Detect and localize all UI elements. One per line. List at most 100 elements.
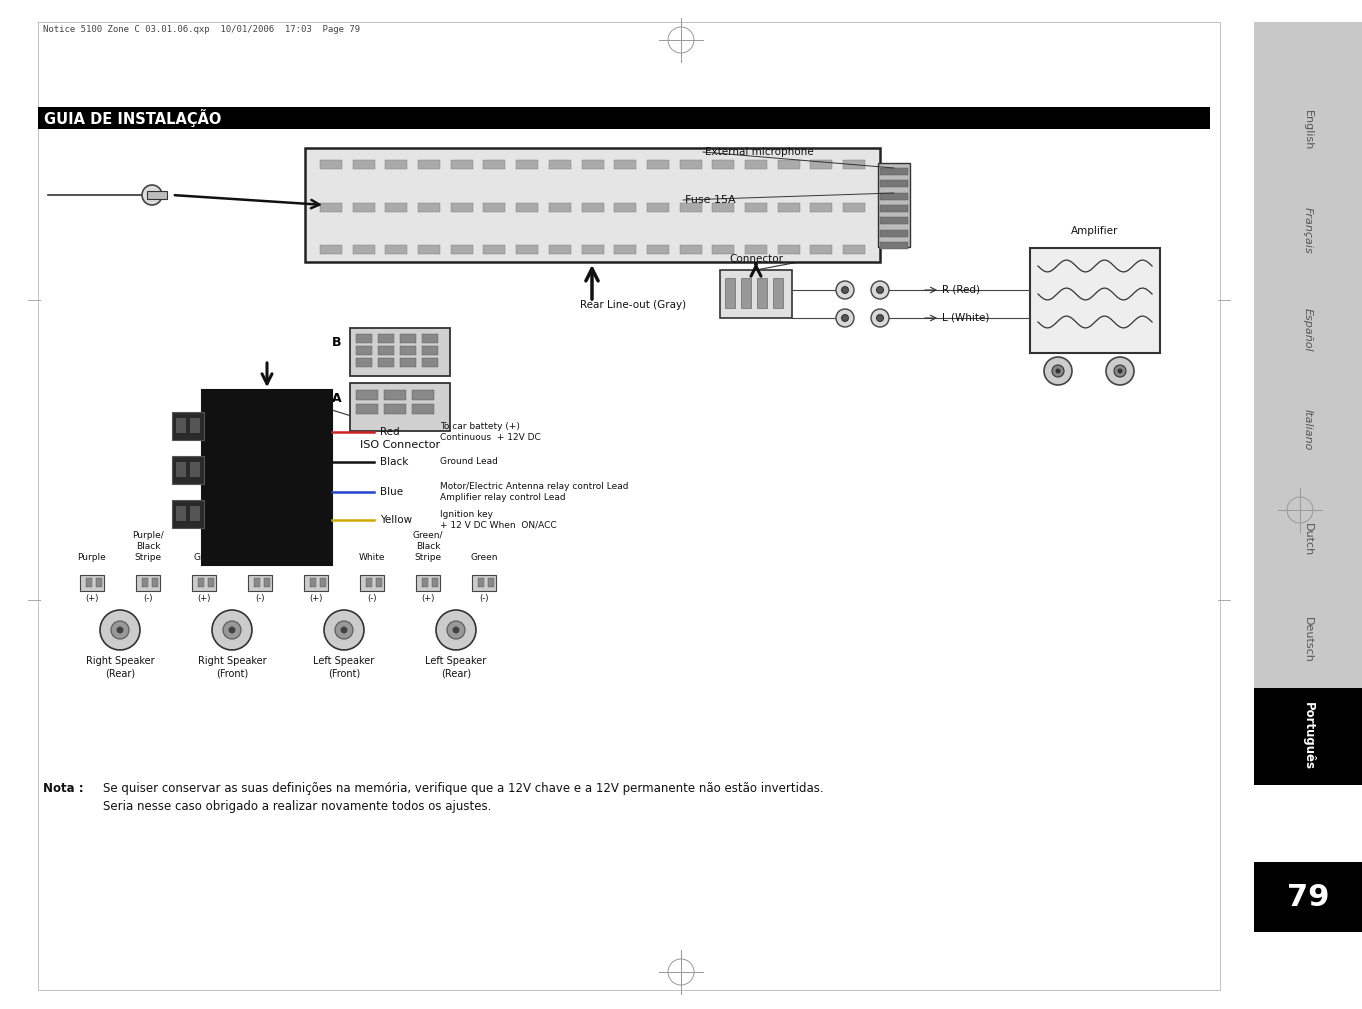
Bar	[86, 578, 93, 587]
Circle shape	[142, 185, 162, 205]
Circle shape	[872, 309, 889, 327]
Circle shape	[1045, 357, 1072, 385]
Bar	[582, 160, 603, 169]
Bar	[320, 203, 342, 212]
Bar	[582, 203, 603, 212]
Bar	[208, 578, 214, 587]
Text: B: B	[332, 336, 342, 349]
Bar	[712, 245, 734, 254]
Text: Fuse 15A: Fuse 15A	[685, 195, 735, 205]
Circle shape	[223, 621, 241, 639]
Text: Amplifier relay control Lead: Amplifier relay control Lead	[440, 493, 565, 502]
Text: Black: Black	[380, 457, 409, 467]
Bar	[191, 418, 200, 433]
Text: 79: 79	[1287, 883, 1329, 911]
Bar	[350, 383, 449, 431]
Bar	[176, 462, 187, 477]
Text: GUIA DE INSTALAÇÃO: GUIA DE INSTALAÇÃO	[44, 109, 222, 127]
Text: Stripe: Stripe	[414, 553, 441, 562]
Bar	[384, 404, 406, 414]
Bar	[451, 245, 473, 254]
Text: White/: White/	[301, 531, 331, 540]
Text: To car battety (+): To car battety (+)	[440, 422, 520, 431]
Bar	[422, 358, 439, 367]
Bar	[353, 160, 375, 169]
Text: Purple/: Purple/	[132, 531, 163, 540]
Text: Stripe: Stripe	[135, 553, 162, 562]
Text: A: A	[332, 391, 342, 405]
Circle shape	[99, 610, 140, 650]
Text: Left Speaker: Left Speaker	[313, 656, 375, 666]
Text: (+): (+)	[197, 593, 211, 602]
Bar	[725, 278, 735, 308]
Text: Red: Red	[380, 427, 399, 437]
Circle shape	[872, 281, 889, 299]
Bar	[1254, 22, 1362, 720]
Text: Black: Black	[136, 542, 161, 551]
Bar	[843, 160, 865, 169]
Circle shape	[340, 627, 347, 634]
Bar	[153, 578, 158, 587]
Bar	[745, 203, 767, 212]
Circle shape	[877, 315, 884, 322]
Bar	[385, 160, 407, 169]
Circle shape	[842, 315, 849, 322]
Text: Motor/Electric Antenna relay control Lead: Motor/Electric Antenna relay control Lea…	[440, 482, 628, 491]
Bar	[549, 203, 571, 212]
Text: Deutsch: Deutsch	[1303, 618, 1313, 663]
Text: Rear Line-out (Gray): Rear Line-out (Gray)	[580, 300, 686, 310]
Bar	[385, 203, 407, 212]
Bar	[843, 245, 865, 254]
Text: Español: Español	[1303, 308, 1313, 352]
Bar	[473, 575, 496, 591]
Bar	[147, 191, 168, 199]
Circle shape	[335, 621, 353, 639]
Bar	[355, 404, 379, 414]
Bar	[418, 203, 440, 212]
Bar	[1030, 248, 1160, 353]
Circle shape	[229, 627, 236, 634]
Bar	[810, 245, 832, 254]
Text: Gray: Gray	[193, 553, 215, 562]
Bar	[411, 390, 434, 400]
Bar	[400, 358, 415, 367]
Bar	[778, 203, 799, 212]
Bar	[142, 578, 148, 587]
Circle shape	[1051, 365, 1064, 377]
Bar	[880, 217, 908, 224]
Bar	[516, 245, 538, 254]
Bar	[484, 160, 505, 169]
Bar	[484, 203, 505, 212]
Text: (Rear): (Rear)	[105, 669, 135, 679]
Text: Stripe: Stripe	[302, 553, 330, 562]
Bar	[38, 107, 1209, 129]
Bar	[741, 278, 750, 308]
Bar	[202, 390, 332, 565]
Bar	[516, 203, 538, 212]
Text: Right Speaker: Right Speaker	[86, 656, 154, 666]
Text: (+): (+)	[421, 593, 434, 602]
Circle shape	[110, 621, 129, 639]
Circle shape	[447, 621, 464, 639]
Bar	[647, 203, 669, 212]
Text: Dutch: Dutch	[1303, 524, 1313, 557]
Text: (Rear): (Rear)	[441, 669, 471, 679]
Bar	[304, 575, 328, 591]
Bar	[432, 578, 439, 587]
Bar	[614, 245, 636, 254]
Bar	[384, 390, 406, 400]
Bar	[880, 242, 908, 249]
Bar	[451, 160, 473, 169]
Text: Black: Black	[248, 542, 272, 551]
Text: + 12 V DC When  ON/ACC: + 12 V DC When ON/ACC	[440, 521, 557, 530]
Bar	[172, 500, 204, 528]
Bar	[418, 245, 440, 254]
Text: Black: Black	[415, 542, 440, 551]
Bar	[411, 404, 434, 414]
Text: Continuous  + 12V DC: Continuous + 12V DC	[440, 433, 541, 442]
Bar	[712, 160, 734, 169]
Bar	[311, 578, 316, 587]
Text: Green: Green	[470, 553, 497, 562]
Text: (Front): (Front)	[328, 669, 360, 679]
Bar	[355, 358, 372, 367]
